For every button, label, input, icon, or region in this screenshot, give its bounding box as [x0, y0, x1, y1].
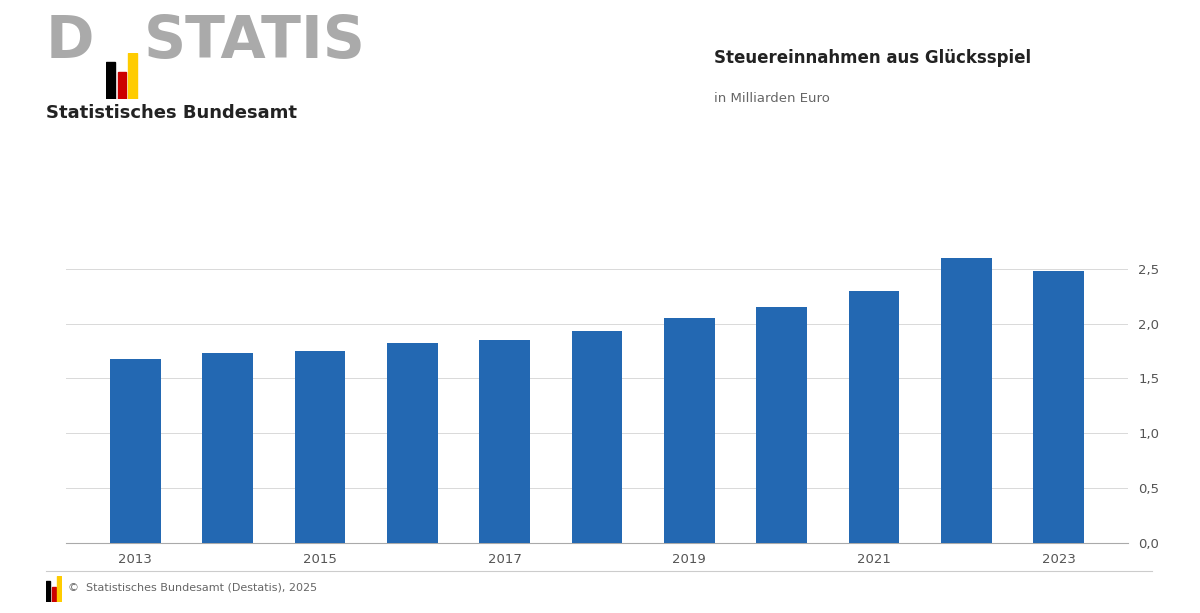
Bar — [118, 72, 126, 99]
Bar — [107, 61, 115, 99]
Bar — [52, 587, 56, 602]
Bar — [128, 53, 137, 99]
Text: in Milliarden Euro: in Milliarden Euro — [714, 92, 830, 105]
Text: Statistisches Bundesamt: Statistisches Bundesamt — [46, 104, 296, 122]
Bar — [46, 581, 50, 602]
Bar — [941, 258, 991, 543]
Text: Steuereinnahmen aus Glücksspiel: Steuereinnahmen aus Glücksspiel — [714, 50, 1031, 67]
Bar — [386, 343, 438, 543]
Bar — [1033, 271, 1084, 543]
Bar — [664, 318, 715, 543]
Bar — [479, 340, 530, 543]
Bar — [203, 353, 253, 543]
Bar — [756, 307, 808, 543]
Bar — [294, 351, 346, 543]
Bar — [848, 291, 900, 543]
Bar — [58, 576, 61, 602]
Text: ©  Statistisches Bundesamt (Destatis), 2025: © Statistisches Bundesamt (Destatis), 20… — [68, 582, 318, 592]
Text: D: D — [46, 13, 94, 70]
Bar — [571, 331, 623, 543]
Text: STATIS: STATIS — [144, 13, 366, 70]
Bar — [110, 359, 161, 543]
